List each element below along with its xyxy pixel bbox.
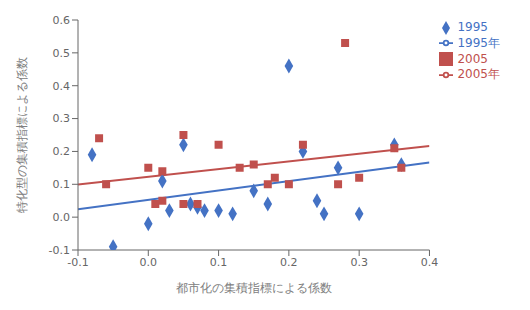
svg-text:0.3: 0.3 — [53, 112, 71, 125]
svg-text:0.1: 0.1 — [210, 256, 228, 269]
svg-text:0.2: 0.2 — [53, 145, 71, 158]
svg-text:0.0: 0.0 — [53, 211, 71, 224]
svg-text:0.0: 0.0 — [140, 256, 158, 269]
svg-text:0.4: 0.4 — [421, 256, 439, 269]
svg-text:-0.1: -0.1 — [67, 256, 88, 269]
svg-text:0.3: 0.3 — [350, 256, 368, 269]
html-text:2005: 2005 — [457, 51, 488, 66]
svg-text:0.4: 0.4 — [53, 80, 71, 93]
svg-text:0.6: 0.6 — [53, 14, 71, 27]
svg-text:0.1: 0.1 — [53, 178, 71, 191]
html-text:1995年: 1995年 — [457, 35, 500, 50]
svg-text:都市化の集積指標による係数: 都市化の集積指標による係数 — [176, 281, 332, 295]
svg-text:0.2: 0.2 — [280, 256, 298, 269]
svg-text:0.5: 0.5 — [53, 47, 71, 60]
html-text:2005年: 2005年 — [457, 67, 500, 81]
svg-text:特化型の集積指標による係数: 特化型の集積指標による係数 — [15, 57, 29, 213]
svg-text:-0.1: -0.1 — [49, 244, 70, 257]
html-text:1995: 1995 — [457, 20, 488, 34]
